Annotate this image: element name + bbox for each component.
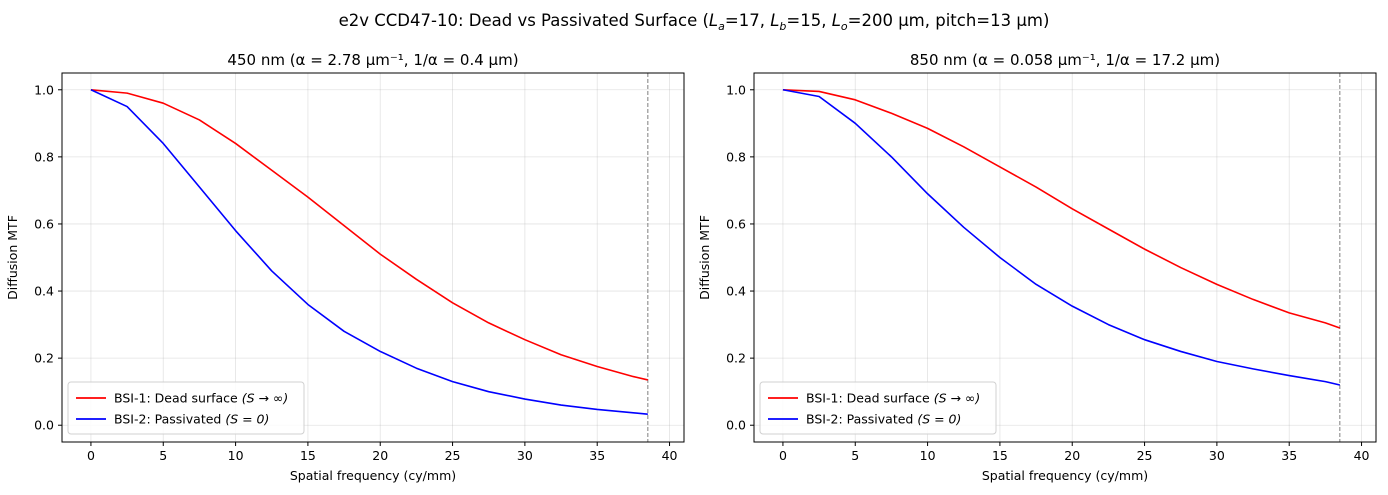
chart-0-xtick-label-8: 40 <box>662 448 678 463</box>
chart-0-ytick-label-3: 0.6 <box>34 216 54 231</box>
chart-1-series-line-1 <box>782 88 1341 386</box>
chart-0-axes-frame <box>61 72 685 443</box>
chart-0-ylabel: Diffusion MTF <box>5 215 20 300</box>
chart-0-xtick-label-3: 15 <box>300 448 316 463</box>
chart-0-ytick-label-1: 0.2 <box>34 351 54 366</box>
chart-1-ytick-label-1: 0.2 <box>726 351 746 366</box>
chart-1-xtick-label-7: 35 <box>1281 448 1297 463</box>
chart-1-xtick-label-2: 10 <box>920 448 936 463</box>
chart-0-xtick-label-2: 10 <box>228 448 244 463</box>
chart-1-legend-label-1: BSI-2: Passivated (S = 0) <box>806 412 961 427</box>
chart-0-ytick-label-2: 0.4 <box>34 284 54 299</box>
panel-850nm: 0 5 10 15 20 25 30 35 40 0.0 0.2 0.4 0.6 0.8 1.0 850 nm… <box>697 51 1377 483</box>
chart-0-xtick-label-1: 5 <box>159 448 167 463</box>
chart-0-xtick-label-6: 30 <box>517 448 533 463</box>
panel-450nm: 0 5 10 15 20 25 30 35 40 0.0 0.2 0.4 0.6 0.8 1.0 450 nm… <box>5 51 685 483</box>
chart-1-xlabel: Spatial frequency (cy/mm) <box>982 468 1148 483</box>
chart-0-legend-label-1: BSI-2: Passivated (S = 0) <box>114 412 269 427</box>
chart-1-xtick-label-6: 30 <box>1209 448 1225 463</box>
chart-1-ytick-label-0: 0.0 <box>726 418 746 433</box>
chart-1-xtick-label-1: 5 <box>851 448 859 463</box>
chart-1-ytick-label-3: 0.6 <box>726 216 746 231</box>
chart-1-ytick-label-5: 1.0 <box>726 82 746 97</box>
chart-1-ytick-label-4: 0.8 <box>726 149 746 164</box>
chart-1-xtick-label-4: 20 <box>1064 448 1080 463</box>
chart-0-title: 450 nm (α = 2.78 µm⁻¹, 1/α = 0.4 µm) <box>227 51 518 69</box>
chart-1-axes-frame <box>753 72 1377 443</box>
chart-0-xlabel: Spatial frequency (cy/mm) <box>290 468 456 483</box>
chart-1-legend-label-0: BSI-1: Dead surface (S → ∞) <box>806 391 980 406</box>
chart-0-ytick-label-4: 0.8 <box>34 149 54 164</box>
chart-0-xtick-label-0: 0 <box>87 448 95 463</box>
chart-1-xtick-label-5: 25 <box>1137 448 1153 463</box>
chart-0-ytick-label-0: 0.0 <box>34 418 54 433</box>
chart-1-ytick-label-2: 0.4 <box>726 284 746 299</box>
chart-0-xtick-label-5: 25 <box>445 448 461 463</box>
chart-0-ytick-label-5: 1.0 <box>34 82 54 97</box>
chart-1-series-line-0 <box>782 88 1341 329</box>
chart-0-series-line-0 <box>90 88 649 381</box>
chart-1-xtick-label-3: 15 <box>992 448 1008 463</box>
chart-0-legend-label-0: BSI-1: Dead surface (S → ∞) <box>114 391 288 406</box>
chart-0-series-line-1 <box>90 89 648 415</box>
chart-1-legend-box <box>759 381 997 435</box>
chart-0-legend-box <box>67 381 305 435</box>
chart-0-xtick-label-7: 35 <box>589 448 605 463</box>
chart-1-ylabel: Diffusion MTF <box>697 215 712 300</box>
figure-suptitle: e2v CCD47-10: Dead vs Passivated Surface… <box>339 11 1050 33</box>
chart-1-xtick-label-8: 40 <box>1354 448 1370 463</box>
chart-0-xtick-label-4: 20 <box>372 448 388 463</box>
chart-1-xtick-label-0: 0 <box>779 448 787 463</box>
chart-1-title: 850 nm (α = 0.058 µm⁻¹, 1/α = 17.2 µm) <box>910 51 1220 69</box>
